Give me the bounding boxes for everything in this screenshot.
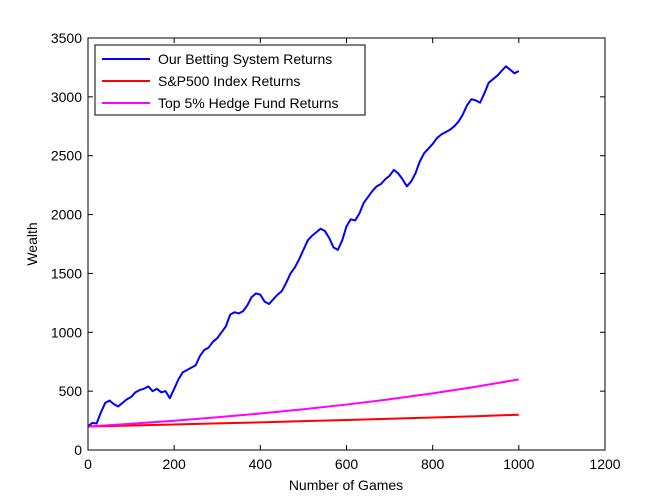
- y-tick-label: 1500: [51, 265, 82, 281]
- x-tick-label: 0: [84, 456, 92, 472]
- x-tick-label: 1200: [589, 456, 620, 472]
- x-tick-label: 200: [162, 456, 186, 472]
- x-axis-label: Number of Games: [289, 477, 403, 493]
- x-tick-label: 600: [335, 456, 359, 472]
- y-tick-label: 1000: [51, 324, 82, 340]
- legend: Our Betting System Returns S&P500 Index R…: [94, 44, 366, 116]
- x-tick-label: 800: [421, 456, 445, 472]
- y-tick-label: 3500: [51, 30, 82, 46]
- series-layer: [87, 65, 520, 428]
- x-axis-ticks: 0 200 400 600 800 1000 1200: [84, 38, 621, 472]
- y-tick-label: 0: [74, 442, 82, 458]
- y-tick-label: 3000: [51, 89, 82, 105]
- legend-label-2: S&P500 Index Returns: [158, 73, 300, 89]
- y-tick-label: 2500: [51, 148, 82, 164]
- series-line-3: [87, 378, 519, 428]
- legend-label-3: Top 5% Hedge Fund Returns: [158, 95, 339, 111]
- series-line-2: [87, 413, 519, 428]
- y-tick-label: 2000: [51, 207, 82, 223]
- series-line-1: [87, 65, 520, 428]
- y-axis-ticks: 0 500 1000 1500 2000 2500 3000 3500: [51, 30, 605, 458]
- x-tick-label: 400: [249, 456, 273, 472]
- y-tick-label: 500: [59, 383, 83, 399]
- y-axis-label: Wealth: [24, 222, 40, 265]
- legend-entries: Our Betting System Returns S&P500 Index R…: [102, 51, 339, 111]
- legend-label-1: Our Betting System Returns: [158, 51, 332, 67]
- x-tick-label: 1000: [503, 456, 534, 472]
